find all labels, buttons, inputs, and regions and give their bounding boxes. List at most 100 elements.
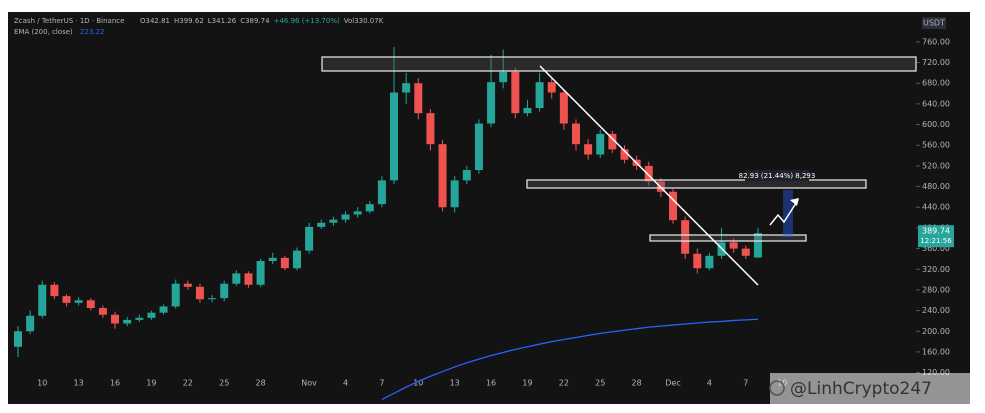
x-tick-label: 25 — [219, 379, 229, 388]
support-zone — [649, 234, 807, 242]
trend-line — [539, 65, 759, 286]
candle-body — [305, 226, 314, 251]
candle-body — [14, 331, 22, 347]
candle-body — [244, 273, 253, 285]
candle-body — [547, 82, 556, 93]
watermark-logo — [769, 380, 785, 396]
legend-value: +46.96 (+13.70%) — [274, 17, 340, 25]
candle-body — [86, 300, 95, 309]
legend-value: C389.74 — [240, 17, 270, 25]
measure-box — [783, 190, 793, 237]
chart-title: Zcash / TetherUS · 1D · Binance — [14, 17, 124, 25]
resistance-zone — [321, 56, 917, 72]
candle-body — [317, 222, 326, 227]
candle-body — [450, 180, 459, 208]
candle-body — [292, 250, 301, 269]
candle-body — [183, 283, 192, 287]
y-tick-label: 720.00 — [922, 58, 950, 67]
y-tick-label: 160.00 — [922, 347, 950, 356]
currency-box — [922, 17, 946, 29]
candle-body — [596, 133, 605, 155]
candle-body — [26, 315, 35, 332]
resistance-zone — [526, 179, 867, 189]
candle-body — [111, 314, 120, 324]
candle-body — [353, 211, 362, 215]
y-tick-label: 600.00 — [922, 120, 950, 129]
candle-body — [135, 317, 144, 320]
y-tick-label: 520.00 — [922, 161, 950, 170]
candle-body — [474, 123, 483, 171]
candle-body — [256, 260, 265, 285]
y-tick-label: 440.00 — [922, 203, 950, 212]
candle-body — [50, 284, 59, 297]
candle-body — [669, 191, 678, 221]
legend-value: L341.26 — [208, 17, 237, 25]
candle-body — [705, 255, 714, 269]
last-price: 389.74 — [922, 227, 950, 236]
y-tick-label: 320.00 — [922, 265, 950, 274]
candle-body — [414, 83, 423, 114]
candle-body — [741, 248, 750, 256]
watermark-bg — [770, 373, 970, 413]
candle-body — [729, 242, 738, 249]
legend-value: H399.62 — [174, 17, 204, 25]
candle-body — [559, 92, 568, 124]
candle-body — [523, 108, 532, 114]
countdown: 12:21:56 — [920, 237, 952, 245]
candle-body — [159, 306, 168, 313]
candle-body — [195, 286, 204, 300]
x-tick-label: 25 — [595, 379, 605, 388]
annotation: 82.93 (21.44%) 8,293 — [739, 172, 816, 180]
y-tick-label: 760.00 — [922, 37, 950, 46]
candle-body — [499, 71, 508, 83]
candle-body — [608, 133, 617, 150]
candle-body — [584, 144, 593, 155]
candle-body — [365, 204, 374, 212]
y-tick-label: 480.00 — [922, 182, 950, 191]
x-tick-label: 7 — [743, 379, 748, 388]
candle-body — [147, 312, 156, 318]
y-tick-label: 560.00 — [922, 141, 950, 150]
x-tick-label: 28 — [632, 379, 642, 388]
x-tick-label: 13 — [74, 379, 84, 388]
projection-arrow — [769, 199, 799, 226]
candle-body — [208, 298, 217, 300]
legend-values: O342.81 H399.62 L341.26 C389.74 +46.96 (+13.… — [140, 17, 384, 25]
x-tick-label: Nov — [301, 379, 317, 388]
ema-label: EMA (200, close) — [14, 28, 73, 36]
candle-body — [571, 123, 580, 145]
x-tick-label: Dec — [665, 379, 680, 388]
x-tick-label: 10 — [37, 379, 47, 388]
x-tick-label: 10 — [413, 379, 423, 388]
legend-value: Vol330.07K — [344, 17, 384, 25]
x-tick-label: 16 — [486, 379, 496, 388]
ema-value: 223.22 — [80, 28, 105, 36]
candle-body — [329, 219, 338, 223]
arrow-head — [790, 198, 799, 206]
candle-body — [377, 180, 386, 205]
x-tick-label: 7 — [379, 379, 384, 388]
candle-body — [426, 113, 435, 145]
candle-body — [438, 144, 447, 208]
candle-body — [123, 319, 132, 324]
candle-body — [98, 308, 107, 315]
candle-body — [390, 92, 399, 181]
candle-body — [620, 149, 629, 160]
candle-body — [171, 283, 180, 307]
ema-line — [381, 318, 758, 401]
candle-body — [341, 214, 350, 220]
candle-body — [232, 273, 241, 284]
y-tick-label: 680.00 — [922, 79, 950, 88]
candle-body — [280, 257, 289, 269]
candle-body — [268, 257, 277, 261]
watermark: @LinhCrypto247 — [790, 379, 932, 399]
x-tick-label: 22 — [183, 379, 193, 388]
x-tick-label: 4 — [343, 379, 348, 388]
candle-body — [402, 83, 411, 93]
x-tick-label: 16 — [110, 379, 120, 388]
x-tick-label: 28 — [256, 379, 266, 388]
x-tick-label: 13 — [450, 379, 460, 388]
candle-body — [220, 283, 229, 299]
candle-body — [753, 233, 762, 258]
